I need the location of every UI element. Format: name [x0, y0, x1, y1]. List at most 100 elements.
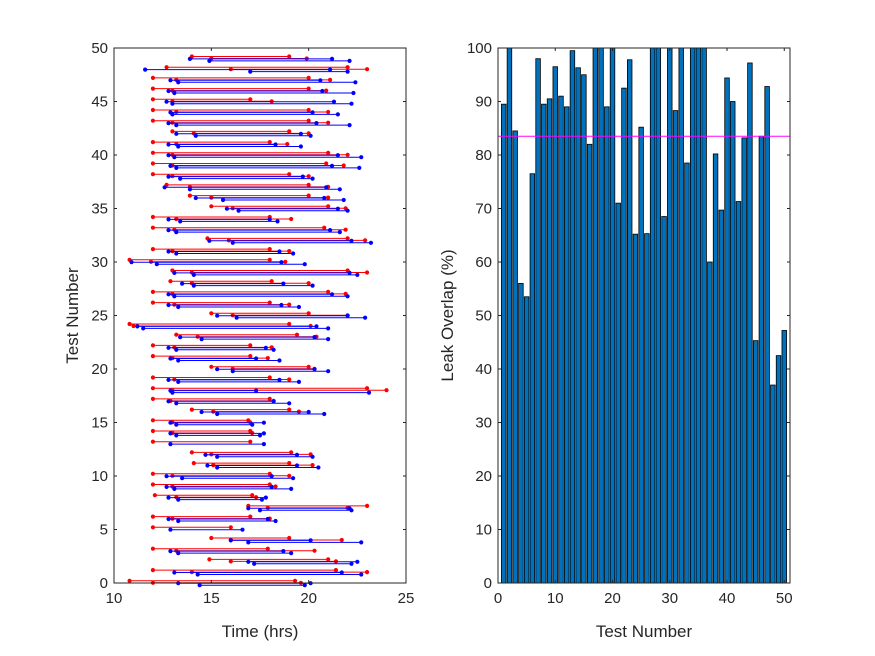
bar — [758, 135, 765, 584]
bar — [764, 86, 770, 584]
interval-end-point — [326, 195, 331, 200]
bar — [604, 106, 610, 584]
y-tick-label: 35 — [91, 201, 108, 218]
interval-blue — [172, 294, 350, 299]
bar — [718, 209, 724, 584]
interval-red — [189, 407, 292, 412]
interval-end-point — [364, 503, 370, 508]
bar — [581, 74, 587, 584]
interval-start-point — [170, 112, 175, 117]
interval-end-point — [254, 356, 259, 361]
interval-blue — [195, 572, 364, 577]
interval-blue — [191, 272, 360, 277]
bar — [661, 216, 667, 584]
interval-blue — [174, 347, 276, 352]
interval-blue — [215, 411, 327, 417]
interval-red — [168, 279, 274, 284]
interval-end-point — [298, 131, 303, 136]
interval-start-point — [150, 568, 156, 573]
bar-chart-x-ticks: 0 10 20 30 40 50 — [494, 48, 793, 607]
interval-end-point — [306, 193, 311, 198]
interval-chart: 10 15 20 25 0 5 10 15 20 25 30 35 40 45 50 Time (hrs)… — [63, 40, 414, 641]
interval-end-point — [310, 110, 315, 115]
interval-end-point — [327, 228, 333, 233]
interval-start-point — [215, 465, 220, 470]
interval-start-point — [166, 217, 171, 222]
interval-end-point — [345, 294, 350, 299]
interval-end-point — [341, 163, 346, 168]
interval-red — [187, 193, 311, 198]
interval-end-point — [363, 238, 368, 243]
interval-end-point — [347, 58, 352, 64]
interval-end-point — [277, 358, 282, 363]
interval-start-point — [166, 153, 171, 158]
interval-end-point — [263, 495, 268, 500]
interval-end-point — [324, 161, 329, 166]
bar — [598, 47, 604, 584]
interval-end-point — [359, 572, 364, 577]
bar — [752, 340, 759, 584]
interval-blue — [230, 240, 374, 245]
interval-start-point — [150, 140, 156, 145]
interval-end-point — [279, 260, 284, 265]
interval-start-point — [207, 557, 212, 562]
interval-start-point — [195, 572, 200, 577]
interval-red — [150, 97, 253, 102]
interval-blue — [199, 409, 311, 415]
interval-end-point — [265, 546, 270, 551]
interval-start-point — [207, 238, 212, 243]
interval-start-point — [209, 535, 214, 541]
interval-end-point — [267, 217, 272, 222]
interval-start-point — [168, 356, 173, 361]
interval-start-point — [172, 155, 177, 160]
interval-start-point — [150, 225, 156, 230]
interval-start-point — [187, 187, 193, 192]
interval-end-point — [335, 153, 340, 158]
interval-blue — [170, 101, 354, 106]
interval-end-point — [267, 140, 272, 145]
interval-start-point — [189, 450, 194, 455]
interval-start-point — [176, 551, 181, 556]
interval-end-point — [306, 75, 311, 80]
interval-end-point — [294, 452, 300, 457]
bar — [575, 67, 581, 584]
interval-blue — [166, 153, 340, 158]
interval-end-point — [259, 497, 265, 502]
interval-end-point — [273, 484, 278, 489]
interval-red — [191, 461, 292, 466]
interval-blue — [207, 58, 352, 64]
interval-end-point — [287, 172, 292, 177]
interval-start-point — [230, 240, 235, 245]
bar — [615, 202, 621, 584]
interval-end-point — [310, 283, 315, 288]
interval-start-point — [230, 369, 235, 374]
interval-blue — [176, 80, 358, 85]
interval-start-point — [150, 300, 156, 305]
interval-end-point — [261, 420, 266, 425]
interval-start-point — [150, 150, 156, 155]
bar-chart: 0 10 20 30 40 50 0 10 20 30 40 50 60 70 80 90 100 Test … — [438, 40, 793, 641]
interval-start-point — [135, 324, 140, 329]
interval-blue — [141, 326, 331, 331]
interval-end-point — [287, 302, 292, 307]
interval-end-point — [273, 142, 278, 147]
interval-blue — [248, 69, 350, 74]
bar — [621, 87, 627, 584]
bar — [775, 355, 782, 584]
interval-end-point — [306, 311, 311, 316]
interval-start-point — [174, 433, 179, 438]
bar — [552, 66, 558, 584]
interval-start-point — [172, 270, 177, 275]
interval-blue — [172, 486, 294, 491]
interval-end-point — [263, 345, 268, 350]
interval-end-point — [269, 484, 274, 489]
interval-chart-x-axis-label: Time (hrs) — [222, 622, 299, 641]
interval-chart-x-ticks: 10 15 20 25 — [106, 48, 414, 607]
interval-red — [207, 557, 331, 562]
interval-blue — [143, 67, 333, 72]
interval-end-point — [294, 332, 300, 337]
interval-end-point — [248, 514, 253, 519]
interval-end-point — [327, 67, 333, 72]
interval-end-point — [240, 527, 245, 532]
